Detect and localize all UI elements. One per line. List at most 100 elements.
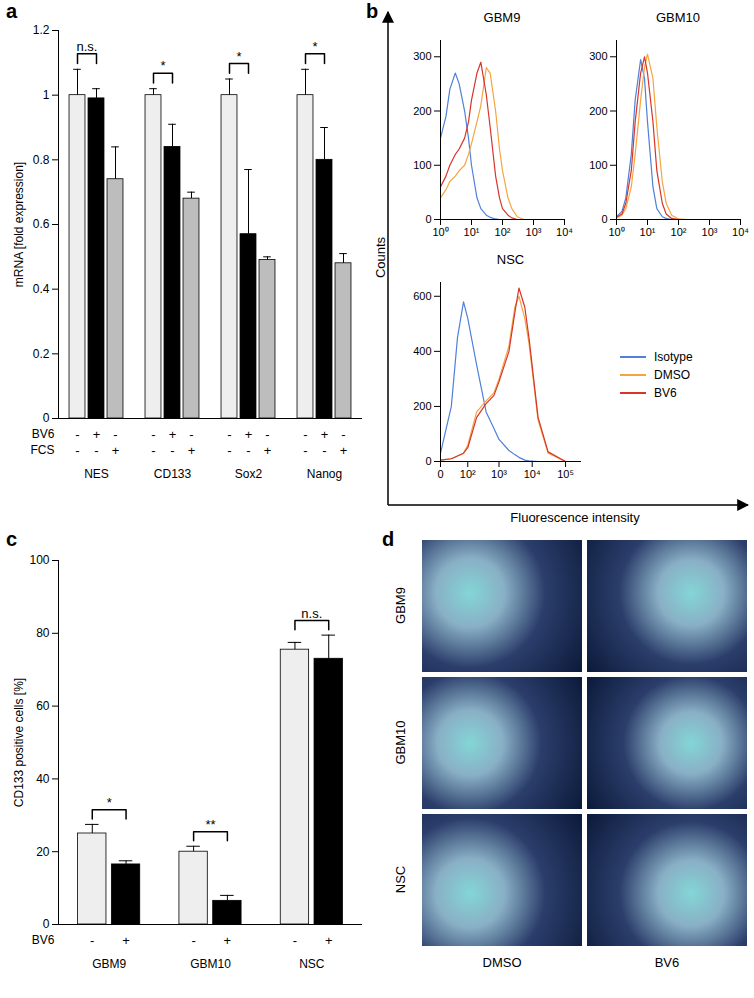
- svg-text:-: -: [265, 427, 269, 442]
- html-text:BV6: BV6: [654, 955, 680, 970]
- svg-text:10¹: 10¹: [640, 226, 656, 238]
- svg-text:10²: 10²: [671, 226, 687, 238]
- html-text:NSC: NSC: [496, 252, 525, 267]
- svg-text:-: -: [75, 443, 79, 458]
- svg-text:-: -: [191, 933, 195, 948]
- svg-text:-: -: [227, 427, 231, 442]
- svg-text:+: +: [224, 933, 232, 948]
- svg-text:-: -: [151, 427, 155, 442]
- svg-text:10²: 10²: [460, 468, 476, 480]
- html-text:Counts: Counts: [372, 236, 388, 279]
- svg-text:10⁰: 10⁰: [432, 226, 448, 238]
- svg-text:0: 0: [43, 411, 50, 425]
- svg-text:10⁴: 10⁴: [556, 226, 573, 238]
- svg-text:40: 40: [36, 772, 50, 786]
- svg-text:-: -: [170, 443, 174, 458]
- html-text:GBM10: GBM10: [392, 720, 408, 765]
- svg-text:600: 600: [413, 290, 431, 302]
- svg-text:BV6: BV6: [32, 933, 55, 947]
- html-text:GBM9: GBM9: [483, 10, 521, 25]
- svg-text:**: **: [205, 817, 215, 832]
- svg-text:-: -: [189, 427, 193, 442]
- svg-text:-: -: [227, 443, 231, 458]
- html-text:DMSO: DMSO: [482, 955, 522, 970]
- svg-text:300: 300: [413, 50, 431, 62]
- svg-text:80: 80: [36, 626, 50, 640]
- svg-text:10³: 10³: [702, 226, 718, 238]
- svg-text:+: +: [325, 933, 333, 948]
- svg-text:100: 100: [29, 553, 49, 567]
- svg-text:+: +: [340, 443, 348, 458]
- svg-text:NES: NES: [84, 467, 109, 481]
- svg-text:-: -: [322, 443, 326, 458]
- svg-text:0.4: 0.4: [33, 282, 50, 296]
- svg-text:0: 0: [43, 917, 50, 931]
- svg-text:200: 200: [589, 105, 607, 117]
- svg-text:60: 60: [36, 699, 50, 713]
- svg-text:20: 20: [36, 845, 50, 859]
- svg-text:-: -: [303, 427, 307, 442]
- svg-text:0: 0: [437, 468, 443, 480]
- svg-text:*: *: [312, 39, 317, 54]
- svg-text:200: 200: [413, 400, 431, 412]
- svg-text:1: 1: [43, 88, 50, 102]
- svg-text:100: 100: [589, 159, 607, 171]
- svg-text:BV6: BV6: [32, 427, 55, 441]
- svg-text:-: -: [246, 443, 250, 458]
- html-text:Fluorescence intensity: Fluorescence intensity: [510, 510, 640, 525]
- svg-text:-: -: [341, 427, 345, 442]
- svg-text:+: +: [122, 933, 130, 948]
- svg-text:*: *: [160, 58, 165, 73]
- svg-text:+: +: [169, 427, 177, 442]
- svg-text:n.s.: n.s.: [77, 39, 98, 54]
- svg-text:-: -: [151, 443, 155, 458]
- svg-text:+: +: [245, 427, 253, 442]
- svg-text:-: -: [94, 443, 98, 458]
- svg-text:+: +: [93, 427, 101, 442]
- html-text:Isotype: Isotype: [654, 350, 693, 364]
- svg-text:10⁰: 10⁰: [608, 226, 624, 238]
- svg-text:0.2: 0.2: [33, 347, 50, 361]
- svg-text:-: -: [90, 933, 94, 948]
- svg-text:mRNA [fold expression]: mRNA [fold expression]: [12, 162, 26, 287]
- svg-text:Sox2: Sox2: [235, 467, 263, 481]
- svg-text:GBM9: GBM9: [92, 957, 126, 971]
- svg-text:10⁵: 10⁵: [557, 468, 574, 480]
- svg-text:0: 0: [601, 213, 607, 225]
- svg-text:*: *: [236, 49, 241, 64]
- svg-text:0.8: 0.8: [33, 153, 50, 167]
- svg-text:-: -: [113, 427, 117, 442]
- svg-text:10²: 10²: [495, 226, 511, 238]
- svg-text:+: +: [264, 443, 272, 458]
- svg-text:*: *: [107, 795, 112, 810]
- svg-text:+: +: [188, 443, 196, 458]
- svg-text:0: 0: [425, 213, 431, 225]
- svg-text:FCS: FCS: [31, 443, 55, 457]
- svg-text:200: 200: [413, 105, 431, 117]
- svg-text:0: 0: [425, 455, 431, 467]
- svg-text:0.6: 0.6: [33, 217, 50, 231]
- svg-text:CD133 positive cells [%]: CD133 positive cells [%]: [12, 678, 26, 807]
- svg-text:300: 300: [589, 50, 607, 62]
- svg-text:10⁴: 10⁴: [524, 468, 541, 480]
- svg-text:CD133: CD133: [154, 467, 192, 481]
- svg-text:Nanog: Nanog: [307, 467, 342, 481]
- svg-text:NSC: NSC: [299, 957, 325, 971]
- svg-text:-: -: [303, 443, 307, 458]
- svg-text:400: 400: [413, 345, 431, 357]
- svg-text:+: +: [112, 443, 120, 458]
- svg-text:-: -: [75, 427, 79, 442]
- html-text:NSC: NSC: [392, 865, 408, 894]
- svg-text:1.2: 1.2: [33, 23, 50, 37]
- svg-text:n.s.: n.s.: [301, 606, 322, 621]
- svg-text:10⁴: 10⁴: [732, 226, 749, 238]
- html-text:GBM10: GBM10: [656, 10, 700, 25]
- svg-text:+: +: [321, 427, 329, 442]
- svg-text:-: -: [293, 933, 297, 948]
- svg-text:10³: 10³: [491, 468, 507, 480]
- svg-text:GBM10: GBM10: [190, 957, 231, 971]
- svg-text:10¹: 10¹: [464, 226, 480, 238]
- svg-text:100: 100: [413, 159, 431, 171]
- svg-text:10³: 10³: [526, 226, 542, 238]
- html-text:GBM9: GBM9: [392, 587, 408, 624]
